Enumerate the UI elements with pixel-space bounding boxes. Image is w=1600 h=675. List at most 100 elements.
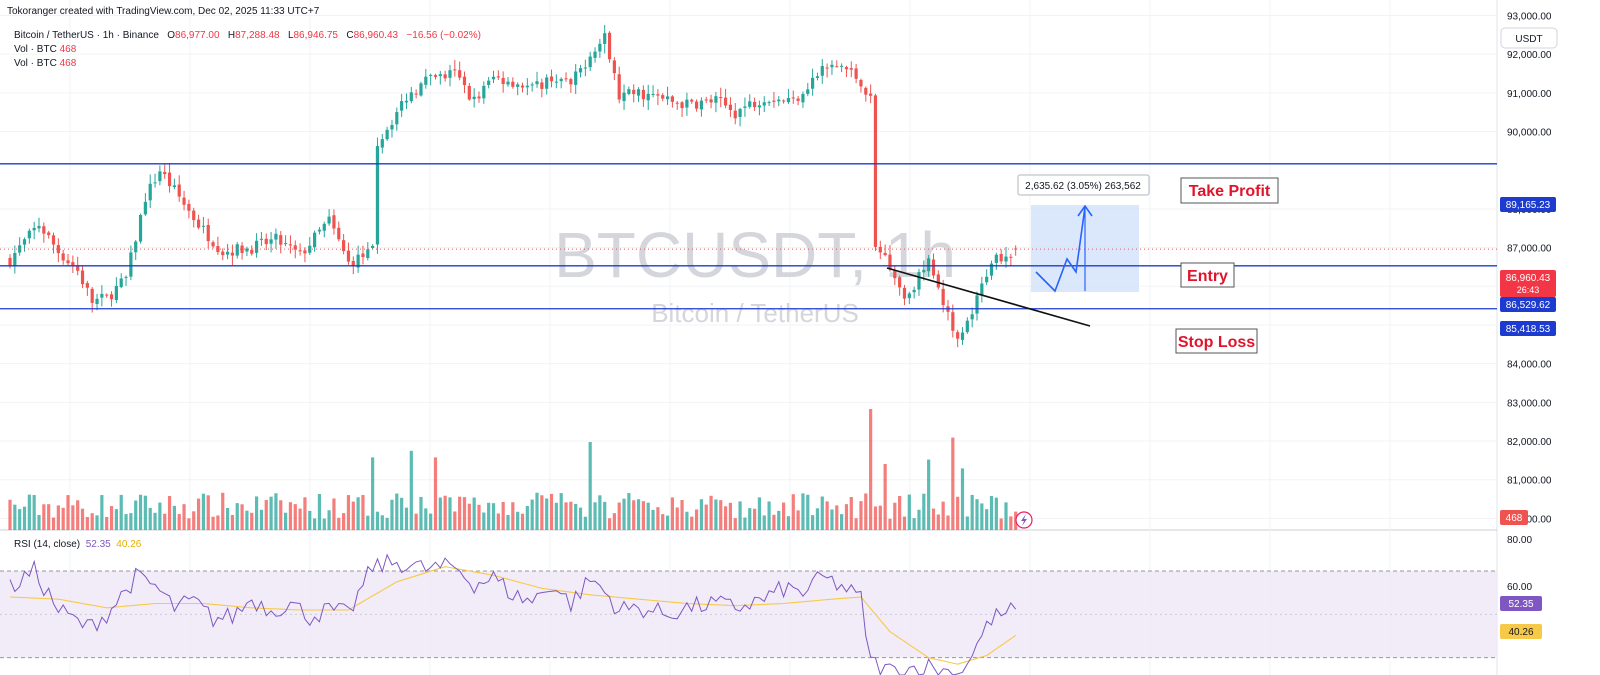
take-profit-label-box[interactable] (1180, 177, 1279, 204)
candle-body (661, 95, 665, 99)
volume-bar (462, 497, 467, 530)
candle-body (569, 79, 573, 85)
candle-body (815, 76, 820, 78)
volume-bar (245, 510, 249, 530)
volume-bar (646, 502, 650, 530)
candle-body (598, 43, 602, 52)
volume-bar (8, 499, 12, 530)
candle-body (424, 76, 428, 85)
volume-bar (109, 506, 114, 530)
candle-body (13, 252, 17, 266)
volume-bar (946, 515, 950, 530)
candle-body (308, 245, 312, 253)
candle-body (298, 250, 302, 252)
volume-legend-label: Vol · BTC (14, 58, 57, 69)
open-label: O (167, 30, 176, 41)
volume-bar (835, 505, 839, 530)
candle-body (651, 93, 655, 95)
volume-bar (733, 518, 737, 530)
candle-body (956, 332, 960, 339)
volume-bar (854, 518, 858, 530)
volume-bar (545, 498, 549, 530)
volume-bar (612, 513, 616, 530)
volume-bar (917, 509, 921, 530)
candle-body (332, 215, 336, 229)
volume-bar (864, 493, 868, 530)
volume-bar (404, 507, 409, 530)
candle-body (588, 56, 592, 68)
sl-price-tag (1500, 321, 1556, 336)
rsi-legend[interactable]: RSI (14, close) 52.35 40.26 (14, 539, 141, 550)
rsi-legend-value: 52.35 (85, 539, 111, 550)
candle-body (375, 146, 380, 245)
volume-bar (811, 515, 815, 530)
volume-bar (182, 504, 186, 530)
candle-body (632, 89, 636, 95)
candle-body (221, 251, 225, 256)
candle-body (844, 67, 849, 70)
volume-bar (327, 510, 331, 530)
candle-body (124, 276, 128, 278)
rsi-axis-label-60: 60.00 (1507, 582, 1532, 593)
candle-body (748, 101, 752, 107)
volume-bar (849, 496, 853, 530)
price-axis-label: 92,000.00 (1507, 50, 1552, 61)
volume-bar (433, 457, 438, 530)
volume-bar (564, 502, 568, 530)
volume-bar (148, 507, 152, 530)
volume-bar (960, 468, 965, 530)
candle-body (888, 254, 892, 269)
watermark-ticker: BTCUSDT, 1h (554, 219, 956, 291)
volume-bar (767, 501, 771, 530)
candle-body (535, 81, 539, 85)
volume-bar (448, 497, 452, 530)
entry-label-box[interactable] (1180, 262, 1235, 288)
candle-body (264, 238, 268, 245)
volume-bar (883, 464, 887, 530)
volume-bar (201, 493, 205, 530)
volume-legend-1[interactable]: Vol · BTC 468 (14, 44, 76, 55)
candle-body (883, 252, 887, 256)
volume-bar (661, 514, 665, 530)
rsi-value-tag-text: 52.35 (1508, 599, 1533, 610)
volume-bar (419, 496, 423, 530)
candle-body (791, 97, 795, 99)
watermark-name: Bitcoin / TetherUS (651, 298, 859, 328)
candle-body (564, 78, 568, 80)
volume-bar (163, 513, 167, 530)
candle-body (143, 201, 147, 215)
volume-bar (13, 504, 17, 530)
candle-body (820, 66, 824, 76)
candle-body (603, 33, 607, 44)
candle-body (762, 102, 766, 106)
trendline[interactable] (886, 267, 1091, 327)
low-value: 86,946.75 (293, 30, 339, 41)
volume-bars (8, 409, 1018, 530)
candle-body (936, 274, 940, 288)
volume-bar (380, 515, 384, 530)
last-price-text: 86,960.43 (1506, 273, 1551, 284)
candlesticks (8, 24, 1018, 348)
volume-legend-2[interactable]: Vol · BTC 468 (14, 58, 76, 69)
volume-bar (477, 504, 481, 530)
volume-bar (1009, 516, 1013, 530)
symbol-legend[interactable]: Bitcoin / TetherUS · 1h · Binance O86,97… (14, 30, 481, 41)
candle-body (786, 98, 791, 103)
volume-bar (617, 502, 621, 530)
volume-bar (167, 495, 172, 530)
price-axis-label: 87,000.00 (1507, 244, 1552, 255)
candle-body (487, 80, 491, 86)
candle-body (380, 139, 384, 148)
stop-loss-label-box[interactable] (1175, 328, 1258, 354)
volume-bar (752, 508, 757, 530)
change-value: −16.56 (−0.02%) (406, 30, 481, 41)
volume-bar (535, 492, 539, 530)
volume-bar (511, 502, 515, 530)
candle-body (782, 100, 786, 102)
candle-body (849, 68, 853, 70)
projection-path[interactable] (1035, 206, 1086, 293)
currency-button[interactable] (1500, 27, 1558, 49)
volume-bar (47, 504, 51, 530)
